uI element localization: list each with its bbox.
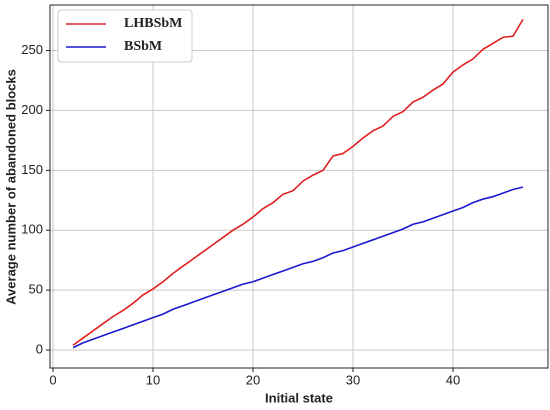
x-tick-label: 0: [49, 372, 56, 387]
y-tick-label: 250: [21, 42, 43, 57]
y-tick-label: 50: [29, 282, 43, 297]
y-tick-label: 200: [21, 102, 43, 117]
y-tick-label: 100: [21, 222, 43, 237]
data-line: [72, 18, 524, 346]
legend-label: LHBSbM: [124, 16, 182, 31]
x-tick-label: 10: [146, 372, 160, 387]
x-tick-label: 30: [346, 372, 360, 387]
x-tick-label: 20: [246, 372, 260, 387]
legend-label: BSbM: [124, 39, 162, 54]
x-tick-label: 40: [446, 372, 460, 387]
y-tick-label: 150: [21, 162, 43, 177]
x-axis-label: Initial state: [265, 390, 333, 405]
y-tick-label: 0: [36, 341, 43, 356]
y-axis-label: Average number of abandoned blocks: [3, 69, 18, 305]
plot-frame: [49, 4, 549, 369]
legend-box: [57, 9, 193, 63]
data-line: [72, 186, 524, 349]
